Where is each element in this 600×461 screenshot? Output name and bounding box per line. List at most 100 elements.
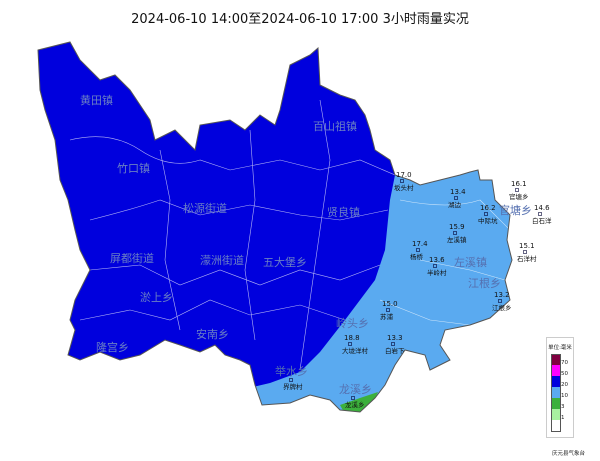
- town-label: 安南乡: [196, 327, 229, 341]
- footer-credit: 庆元县气象台: [552, 451, 586, 457]
- legend-swatch: [551, 365, 561, 376]
- legend-swatch: [551, 376, 561, 387]
- legend-title: 单位:毫米: [548, 345, 572, 351]
- station: 15.9 左溪镇: [447, 223, 467, 244]
- town-label: 竹口镇: [117, 161, 150, 175]
- station-value: 16.1: [511, 180, 527, 188]
- station-marker: [391, 342, 395, 346]
- town-label: 松源街道: [183, 201, 227, 215]
- station-marker: [453, 231, 457, 235]
- station-marker: [538, 212, 542, 216]
- station-marker: [400, 179, 404, 183]
- station-value: 13.3: [387, 334, 403, 342]
- station-name: 大垅洋村: [342, 346, 369, 355]
- station-value: 14.6: [534, 204, 550, 212]
- station-marker: [433, 264, 437, 268]
- station-value: 13.6: [429, 256, 445, 264]
- station-value: 17.0: [396, 171, 412, 179]
- town-label: 百山祖镇: [313, 119, 357, 133]
- legend-item: 20: [547, 376, 573, 388]
- town-label: 屏都街道: [110, 251, 154, 265]
- legend: 单位:毫米 70 50 20 10 3 1: [546, 337, 574, 438]
- station-name: 龙溪乡: [345, 400, 365, 409]
- town-labels-dark: 黄田镇 百山祖镇 竹口镇 松源街道 贤良镇 屏都街道 濛洲街道 五大堡乡 淤上乡…: [80, 93, 360, 354]
- station-value: 13.2: [494, 291, 510, 299]
- station: 18.8 大垅洋村: [342, 334, 369, 355]
- station-name: 界牌村: [283, 382, 303, 391]
- legend-swatch: [551, 398, 561, 409]
- map-title: 2024-06-10 14:00至2024-06-10 17:00 3小时雨量实…: [131, 12, 469, 27]
- station: 13.6 半岭村: [427, 256, 447, 277]
- legend-label: 1: [561, 415, 565, 421]
- legend-label: 3: [561, 404, 565, 410]
- station-marker: [351, 396, 355, 400]
- station-marker: [289, 378, 293, 382]
- station: 16.1 官塘乡: [509, 180, 529, 201]
- township-borders: [69, 99, 511, 371]
- legend-label: 20: [561, 382, 568, 388]
- station: 13.3 白岩下: [385, 334, 405, 355]
- station-value: 17.4: [412, 240, 428, 248]
- town-label: 贤良镇: [327, 205, 360, 219]
- station: 15.1 石洋村: [517, 242, 537, 263]
- town-label: 五大堡乡: [263, 255, 307, 269]
- legend-label: 50: [561, 371, 568, 377]
- town-label: 官塘乡: [499, 203, 532, 217]
- station-name: 左溪镇: [447, 235, 467, 244]
- station-name: 白岩下: [385, 346, 405, 355]
- town-label: 淤上乡: [140, 291, 173, 304]
- station: 13.4 湖边: [448, 188, 466, 209]
- town-label: 濛洲街道: [200, 253, 244, 267]
- station: 17.0 坂头村: [394, 171, 414, 192]
- station-value: 15.9: [449, 223, 465, 231]
- station: 龙溪乡: [345, 396, 365, 409]
- station-marker: [498, 299, 502, 303]
- town-label: 左溪镇: [454, 255, 487, 269]
- station-marker: [454, 196, 458, 200]
- station-value: 15.0: [382, 300, 398, 308]
- station: 17.4 杨桥: [410, 240, 428, 261]
- legend-swatch: [551, 387, 561, 398]
- station-name: 官塘乡: [509, 192, 529, 201]
- station-marker: [515, 188, 519, 192]
- station: 界牌村: [283, 378, 303, 391]
- legend-item: 10: [547, 387, 573, 399]
- station-value: 13.4: [450, 188, 466, 196]
- legend-swatch: [551, 420, 561, 432]
- legend-item: [547, 420, 573, 432]
- legend-label: 10: [561, 393, 568, 399]
- town-labels-light: 左溪镇 官塘乡 江根乡 岭头乡 举水乡 龙溪乡: [275, 203, 532, 396]
- station-name: 江根乡: [492, 303, 512, 312]
- station: 16.2 中际坑: [478, 204, 498, 225]
- station-name: 湖边: [448, 200, 462, 209]
- legend-item: 1: [547, 409, 573, 421]
- station-marker: [348, 342, 352, 346]
- town-label: 隆宫乡: [96, 340, 129, 354]
- station-marker: [484, 212, 488, 216]
- station-name: 杨桥: [410, 252, 424, 261]
- town-label: 岭头乡: [336, 316, 369, 330]
- town-label: 举水乡: [275, 364, 308, 378]
- station-value: 16.2: [480, 204, 496, 212]
- town-label: 龙溪乡: [339, 383, 372, 396]
- station-name: 中际坑: [478, 216, 498, 225]
- legend-item: 3: [547, 398, 573, 410]
- legend-item: 70: [547, 354, 573, 366]
- station-value: 15.1: [519, 242, 535, 250]
- station-marker: [386, 308, 390, 312]
- heavy-rain-area: [38, 42, 398, 400]
- station-name: 白石洋: [532, 216, 552, 225]
- station-name: 石洋村: [517, 254, 537, 263]
- station-marker: [523, 250, 527, 254]
- station-name: 坂头村: [394, 183, 414, 192]
- station: 13.2 江根乡: [492, 291, 512, 312]
- legend-item: 50: [547, 365, 573, 377]
- station: 14.6 白石洋: [532, 204, 552, 225]
- legend-label: 70: [561, 360, 568, 366]
- legend-swatch: [551, 409, 561, 420]
- station-marker: [416, 248, 420, 252]
- station: 15.0 苏浦: [380, 300, 398, 321]
- station-name: 半岭村: [427, 268, 447, 277]
